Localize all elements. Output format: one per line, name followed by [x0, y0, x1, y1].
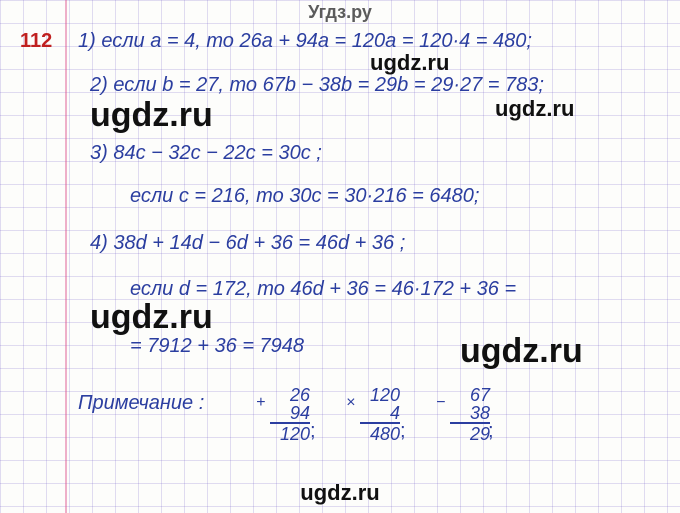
watermark: ugdz.ru — [370, 50, 449, 76]
calc-top: 120 — [360, 386, 400, 404]
watermark: ugdz.ru — [460, 332, 583, 371]
calc-bot: 29 — [450, 422, 490, 443]
calc-sign: + — [256, 394, 265, 412]
watermark: ugdz.ru — [90, 298, 213, 337]
watermark: ugdz.ru — [495, 96, 574, 122]
page-content: 112 1) если a = 4, то 26a + 94a = 120a =… — [0, 0, 680, 513]
column-calc: ×1204480 — [360, 386, 400, 443]
handwriting-line: 1) если a = 4, то 26a + 94a = 120a = 120… — [78, 30, 532, 53]
calc-mid: 38 — [450, 404, 490, 422]
column-calc: +2694120 — [270, 386, 310, 443]
calc-top: 26 — [270, 386, 310, 404]
handwriting-line: Примечание : — [78, 392, 204, 415]
calc-bot: 480 — [360, 422, 400, 443]
calc-mid: 4 — [360, 404, 400, 422]
handwriting-line: 4) 38d + 14d − 6d + 36 = 46d + 36 ; — [90, 232, 405, 255]
handwriting-line: = 7912 + 36 = 7948 — [130, 335, 304, 358]
calc-sign: − — [436, 394, 445, 412]
problem-number: 112 — [20, 30, 52, 53]
handwriting-line: 3) 84c − 32c − 22c = 30c ; — [90, 142, 322, 165]
semicolon: ; — [310, 420, 316, 443]
handwriting-line: если c = 216, то 30c = 30·216 = 6480; — [130, 185, 479, 208]
page-footer: ugdz.ru — [0, 480, 680, 506]
watermark: ugdz.ru — [90, 96, 213, 135]
semicolon: ; — [400, 420, 406, 443]
calc-top: 67 — [450, 386, 490, 404]
calc-bot: 120 — [270, 422, 310, 443]
calc-mid: 94 — [270, 404, 310, 422]
column-calc: −673829 — [450, 386, 490, 443]
handwriting-line: 2) если b = 27, то 67b − 38b = 29b = 29·… — [90, 74, 544, 97]
calc-sign: × — [346, 394, 355, 412]
semicolon: ; — [488, 420, 494, 443]
